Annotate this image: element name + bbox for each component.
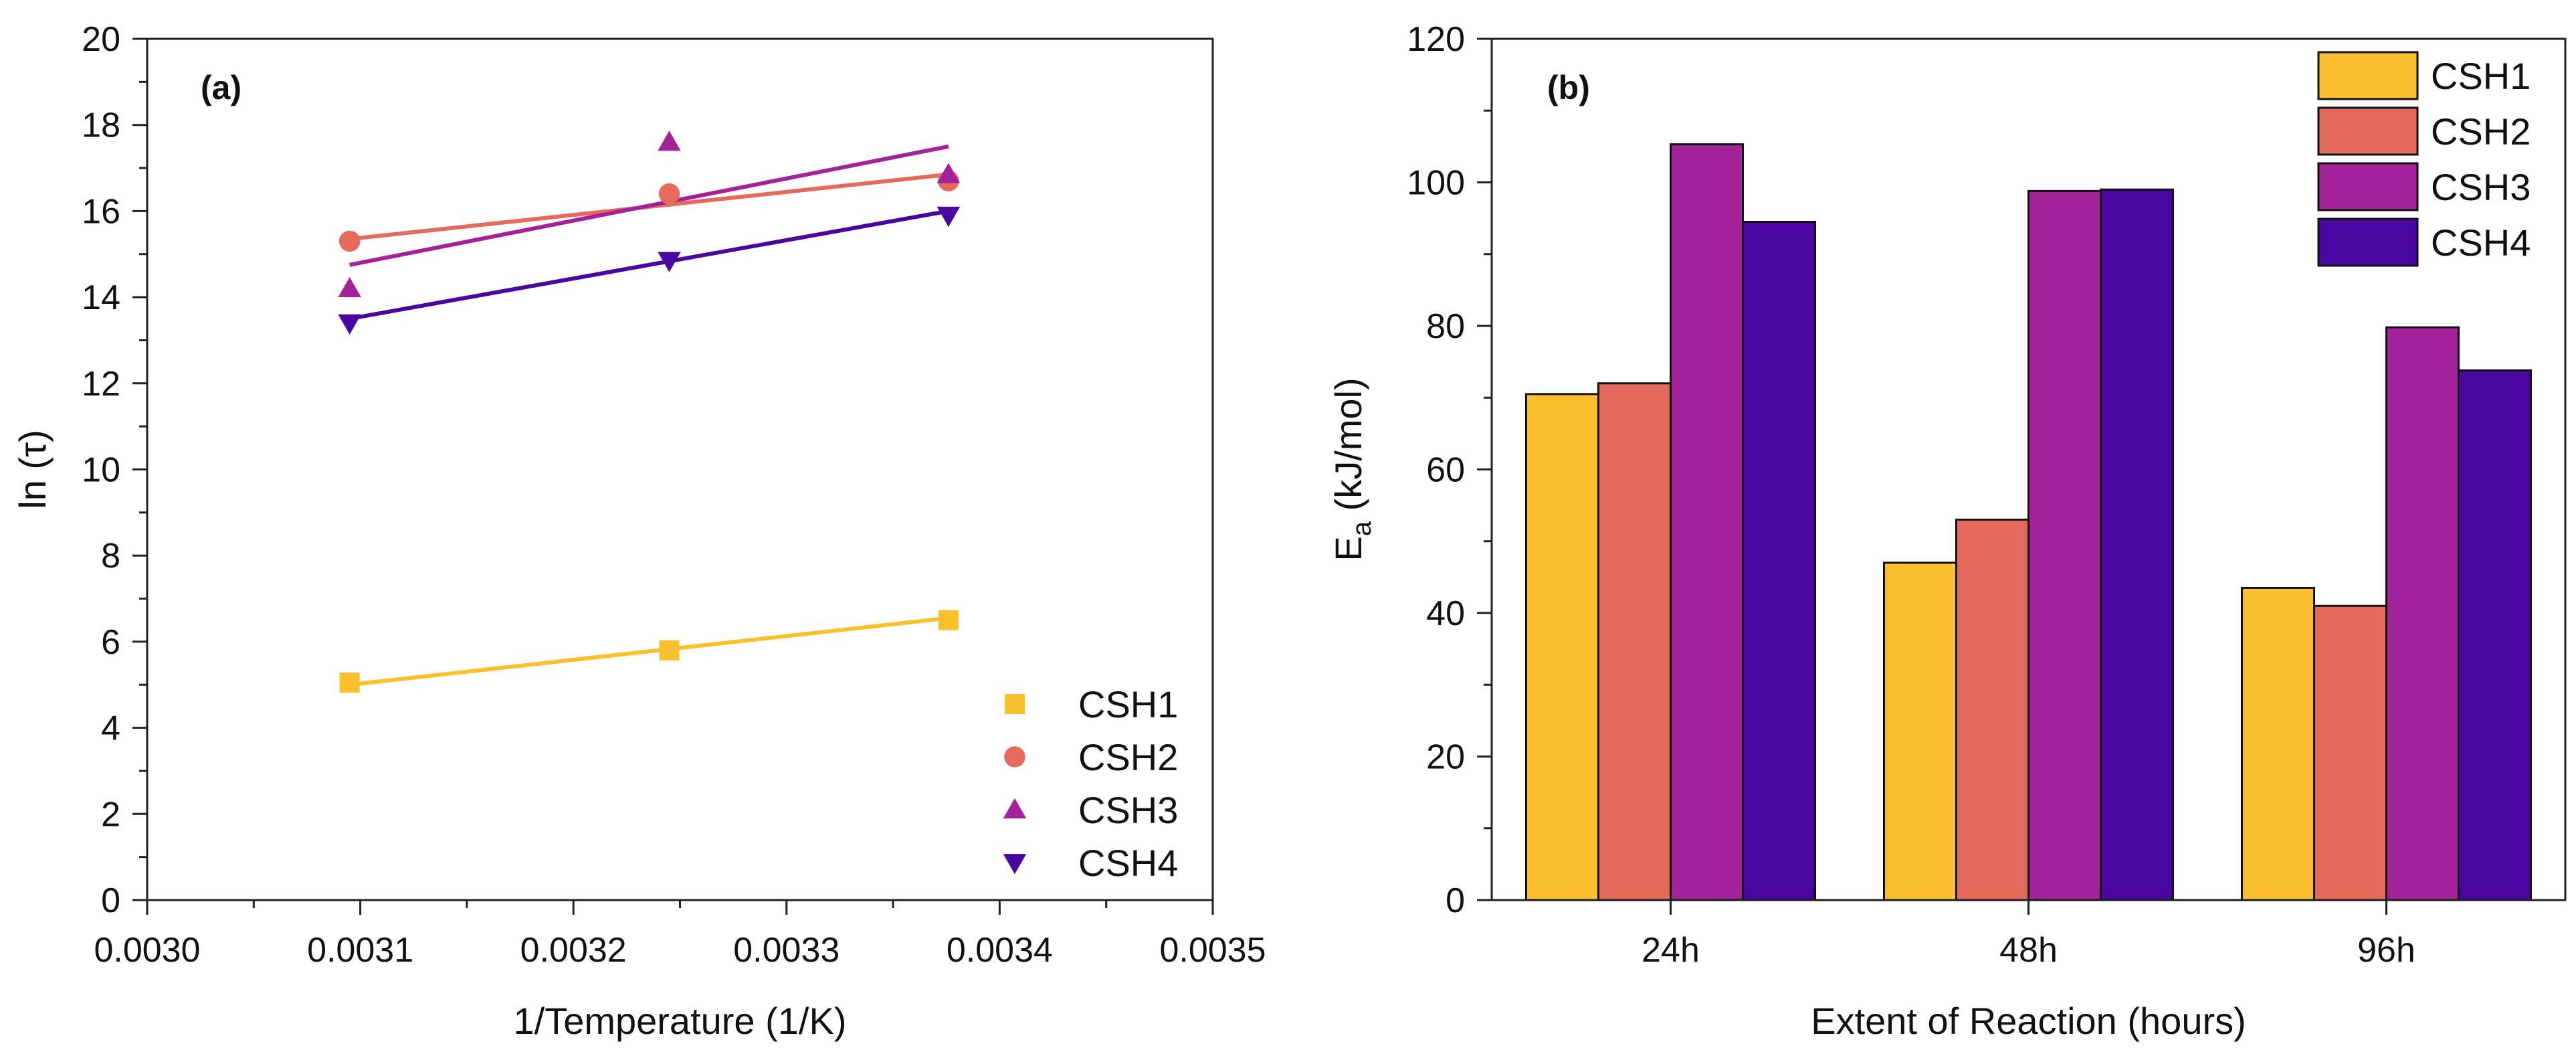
panel-b-y-tick-label: 120 — [1407, 20, 1465, 59]
point-csh4 — [338, 314, 361, 335]
legend-label-csh3: CSH3 — [1078, 789, 1178, 831]
bar-csh4-24h — [1742, 220, 1816, 901]
point-csh3 — [936, 163, 961, 183]
panel-a-x-tick-label: 0.0034 — [947, 931, 1053, 970]
point-csh1 — [339, 673, 360, 693]
panel-b-x-tick-label: 96h — [2357, 931, 2415, 970]
panel-a-x-tick-label: 0.0035 — [1159, 931, 1266, 970]
panel-a-label: (a) — [201, 69, 241, 106]
bar-csh4-48h — [2100, 188, 2174, 901]
panel-a-y-tick-label: 14 — [82, 278, 120, 317]
panel-b-x-tick-label: 48h — [1999, 931, 2058, 970]
panel-a-y-tick-label: 18 — [82, 106, 120, 145]
legend-label-csh1: CSH1 — [1078, 683, 1178, 725]
panel-a-y-tick-label: 8 — [101, 537, 120, 576]
legend-marker-csh3 — [1003, 798, 1027, 818]
bar-csh2-48h — [1955, 519, 2029, 901]
bar-csh3-24h — [1670, 143, 1744, 901]
legend-swatch-csh4 — [2317, 217, 2419, 267]
panel-a-chart: 0.0030 0.0031 0.0032 0.0033 0.0034 0.0035 0 2 4 6… — [11, 20, 1266, 1042]
panel-b-y-tick-label: 60 — [1426, 451, 1465, 490]
panel-a-y-tick-label: 0 — [101, 881, 120, 920]
panel-a-legend: CSH1 CSH2 CSH3 CSH4 — [1003, 683, 1178, 884]
legend-swatch-csh2 — [2317, 106, 2419, 156]
panel-a-plot-frame — [146, 37, 1214, 901]
legend-label-csh3: CSH3 — [2431, 166, 2531, 208]
legend-marker-csh2 — [1004, 746, 1025, 768]
bar-csh3-48h — [2027, 189, 2102, 901]
bar-csh1-96h — [2241, 586, 2315, 901]
fit-line-csh3 — [349, 144, 949, 267]
point-csh1 — [659, 640, 680, 660]
panel-b-x-axis-title: Extent of Reaction (hours) — [1811, 1000, 2246, 1042]
legend-label-csh4: CSH4 — [2431, 222, 2531, 264]
panel-b-bars — [1525, 143, 2532, 901]
panel-a-y-tick-label: 10 — [82, 451, 120, 490]
panel-b-y-tick-label: 80 — [1426, 307, 1465, 346]
point-csh3 — [658, 130, 681, 151]
point-csh2 — [338, 230, 361, 252]
legend-label-csh1: CSH1 — [2431, 55, 2531, 97]
point-csh2 — [658, 183, 680, 205]
panel-b-legend: CSH1 CSH2 CSH3 CSH4 — [2317, 51, 2531, 267]
panel-a-x-axis-title: 1/Temperature (1/K) — [514, 1000, 847, 1042]
panel-b-ticks: 0 20 40 60 80 100 120 24h 48h 96h — [1407, 20, 2415, 970]
fit-line-csh1 — [349, 616, 949, 687]
bar-csh1-48h — [1883, 561, 1957, 901]
panel-a-x-tick-label: 0.0032 — [520, 931, 627, 970]
legend-swatch-csh1 — [2317, 51, 2419, 100]
bar-csh2-96h — [2313, 604, 2387, 901]
bar-csh3-96h — [2385, 326, 2460, 901]
fit-line-csh4 — [349, 209, 949, 321]
panel-b-y-axis-title-unit: (kJ/mol) — [1327, 377, 1369, 521]
panel-b-y-tick-label: 100 — [1407, 164, 1465, 203]
bar-csh2-24h — [1597, 382, 1672, 901]
panel-a-ticks: 0.0030 0.0031 0.0032 0.0033 0.0034 0.0035 0 2 4 6… — [82, 20, 1266, 970]
panel-a-fit-lines — [349, 144, 949, 687]
panel-b-x-tick-label: 24h — [1642, 931, 1700, 970]
panel-a-y-tick-label: 6 — [101, 623, 120, 662]
bar-csh1-24h — [1525, 393, 1599, 901]
legend-marker-csh1 — [1005, 694, 1025, 714]
panel-a-x-tick-label: 0.0031 — [307, 931, 413, 970]
panel-a-y-tick-label: 20 — [82, 20, 120, 59]
panel-b-y-axis-title-subscript: a — [1347, 521, 1377, 536]
panel-a-x-tick-label: 0.0030 — [94, 931, 200, 970]
panel-b-y-tick-label: 20 — [1426, 738, 1465, 777]
panel-b-chart: 0 20 40 60 80 100 120 24h 48h 96h (b) Extent of R… — [1327, 20, 2567, 1042]
panel-a-y-tick-label: 16 — [82, 192, 120, 231]
legend-label-csh2: CSH2 — [1078, 736, 1178, 778]
point-csh3 — [338, 276, 361, 298]
panel-b-y-axis-title: Ea (kJ/mol) — [1327, 377, 1377, 561]
point-csh4 — [658, 252, 681, 272]
point-csh4 — [936, 206, 961, 228]
panel-b-y-tick-label: 0 — [1446, 881, 1465, 920]
panel-a-data-points — [338, 130, 961, 693]
panel-b-label: (b) — [1547, 69, 1590, 106]
panel-a-y-tick-label: 12 — [82, 365, 120, 404]
panel-b-y-axis-title-main: E — [1327, 536, 1369, 561]
panel-a-y-tick-label: 4 — [101, 709, 120, 748]
panel-a-y-axis-title: ln (τ) — [11, 430, 54, 509]
bar-csh4-96h — [2458, 369, 2532, 901]
legend-label-csh2: CSH2 — [2431, 110, 2531, 153]
panel-b-y-tick-label: 40 — [1426, 594, 1465, 633]
panel-a-x-tick-label: 0.0033 — [733, 931, 839, 970]
legend-marker-csh4 — [1003, 854, 1027, 875]
panel-a-y-tick-label: 2 — [101, 795, 120, 834]
legend-label-csh4: CSH4 — [1078, 842, 1178, 884]
point-csh1 — [938, 610, 959, 630]
legend-swatch-csh3 — [2317, 162, 2419, 211]
